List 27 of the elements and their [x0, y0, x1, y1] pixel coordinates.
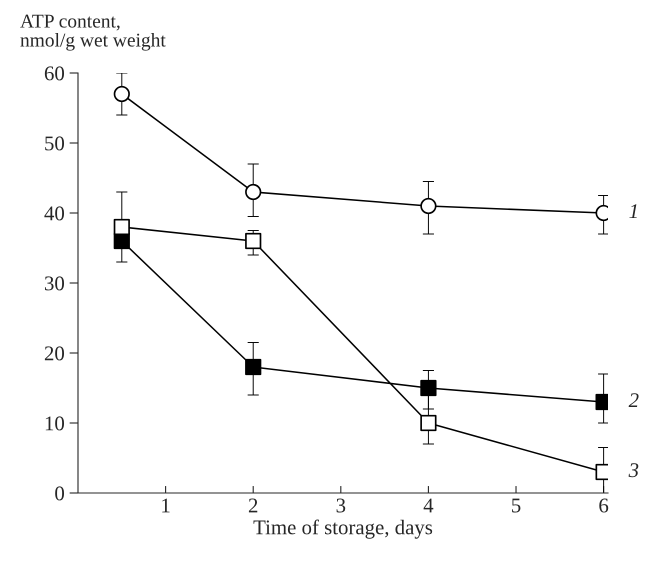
x-tick-label: 2	[248, 498, 258, 512]
x-axis-title: Time of storage, days	[253, 520, 432, 539]
point	[114, 218, 130, 236]
x-tick-label: 4	[424, 498, 434, 512]
y-tick-label: 40	[44, 206, 64, 220]
y-tick-label: 30	[44, 276, 64, 290]
point	[420, 380, 437, 396]
x-tick-label: 3	[336, 498, 346, 513]
x-tick-label: 6	[599, 498, 608, 513]
point	[420, 198, 437, 214]
point	[420, 414, 437, 432]
series-label: 3	[628, 463, 638, 478]
y-tick-label: 10	[46, 416, 64, 430]
point	[245, 184, 262, 200]
y-tick-label: 20	[44, 346, 64, 360]
point	[114, 232, 130, 250]
point	[245, 232, 262, 250]
series-label: 1	[629, 204, 637, 218]
y-tick-label: 60	[44, 66, 64, 80]
y-tick-label: 0	[55, 486, 64, 500]
x-tick-label: 1	[162, 498, 170, 512]
point	[245, 358, 262, 376]
series-label: 2	[628, 393, 639, 408]
x-tick-label: 5	[512, 498, 520, 513]
point	[114, 86, 130, 102]
y-axis-title: ATP content, nmol/g wet weight	[20, 14, 166, 51]
y-tick-label: 50	[45, 136, 64, 150]
